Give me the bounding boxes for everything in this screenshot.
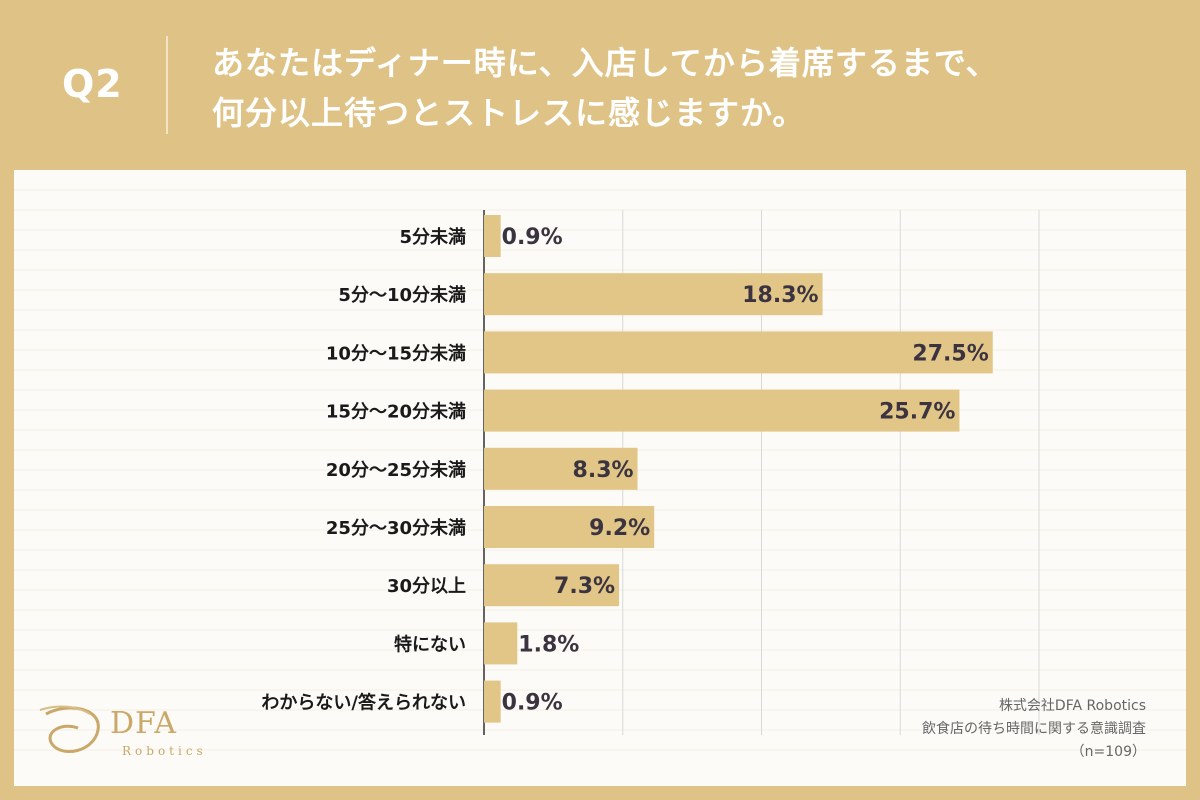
- category-label: わからない/答えられない: [261, 692, 466, 714]
- value-label: 25.7%: [879, 400, 955, 425]
- source-note: 株式会社DFA Robotics 飲食店の待ち時間に関する意識調査 （n=109…: [922, 695, 1146, 764]
- value-label: 0.9%: [502, 225, 563, 250]
- value-label: 7.3%: [554, 574, 615, 599]
- category-label: 5分～10分未満: [338, 284, 466, 306]
- bar: [484, 215, 501, 257]
- value-label: 8.3%: [573, 458, 634, 483]
- bar-chart: 5分未満 0.9% 5分～10分未満 18.3% 10分～15分未満 27.5% 15分～2…: [14, 189, 1186, 751]
- bar: [484, 506, 655, 548]
- value-label: 18.3%: [742, 283, 818, 308]
- question-line-2: 何分以上待つとストレスに感じますか。: [212, 94, 806, 132]
- header: Q2 あなたはディナー時に、入店してから着席するまで、 何分以上待つとストレスに…: [0, 0, 1200, 170]
- bar: [484, 447, 638, 490]
- value-label: 0.9%: [502, 691, 563, 716]
- category-label: 5分未満: [399, 226, 466, 248]
- value-label: 1.8%: [518, 632, 579, 657]
- bar: [484, 273, 823, 316]
- category-label: 15分～20分未満: [326, 401, 466, 423]
- source-survey: 飲食店の待ち時間に関する意識調査: [922, 721, 1146, 737]
- logo-name: DFA: [110, 706, 177, 741]
- question-number: Q2: [62, 62, 123, 106]
- question-text: あなたはディナー時に、入店してから着席するまで、 何分以上待つとストレスに感じま…: [212, 38, 999, 138]
- value-label: 27.5%: [912, 341, 988, 366]
- category-label: 10分～15分未満: [326, 342, 466, 364]
- source-company: 株式会社DFA Robotics: [998, 698, 1146, 714]
- value-label: 9.2%: [589, 516, 650, 541]
- category-label: 25分～30分未満: [326, 517, 466, 539]
- bar: [484, 331, 993, 374]
- source-sample-size: （n=109）: [1070, 744, 1146, 760]
- question-line-1: あなたはディナー時に、入店してから着席するまで、: [212, 44, 999, 82]
- header-divider: [166, 36, 168, 134]
- logo-subtitle: Robotics: [122, 744, 207, 758]
- category-label: 特にない: [394, 633, 466, 655]
- bar: [484, 564, 620, 607]
- logo-swirl-icon: [39, 705, 100, 753]
- bar: [484, 389, 960, 432]
- bar: [484, 680, 501, 723]
- bar: [484, 622, 518, 665]
- category-label: 20分～25分未満: [326, 459, 466, 481]
- category-label: 30分以上: [387, 576, 466, 597]
- chart-panel: 5分未満 0.9% 5分～10分未満 18.3% 10分～15分未満 27.5% 15分～2…: [14, 170, 1186, 786]
- company-logo: DFA Robotics: [38, 700, 208, 764]
